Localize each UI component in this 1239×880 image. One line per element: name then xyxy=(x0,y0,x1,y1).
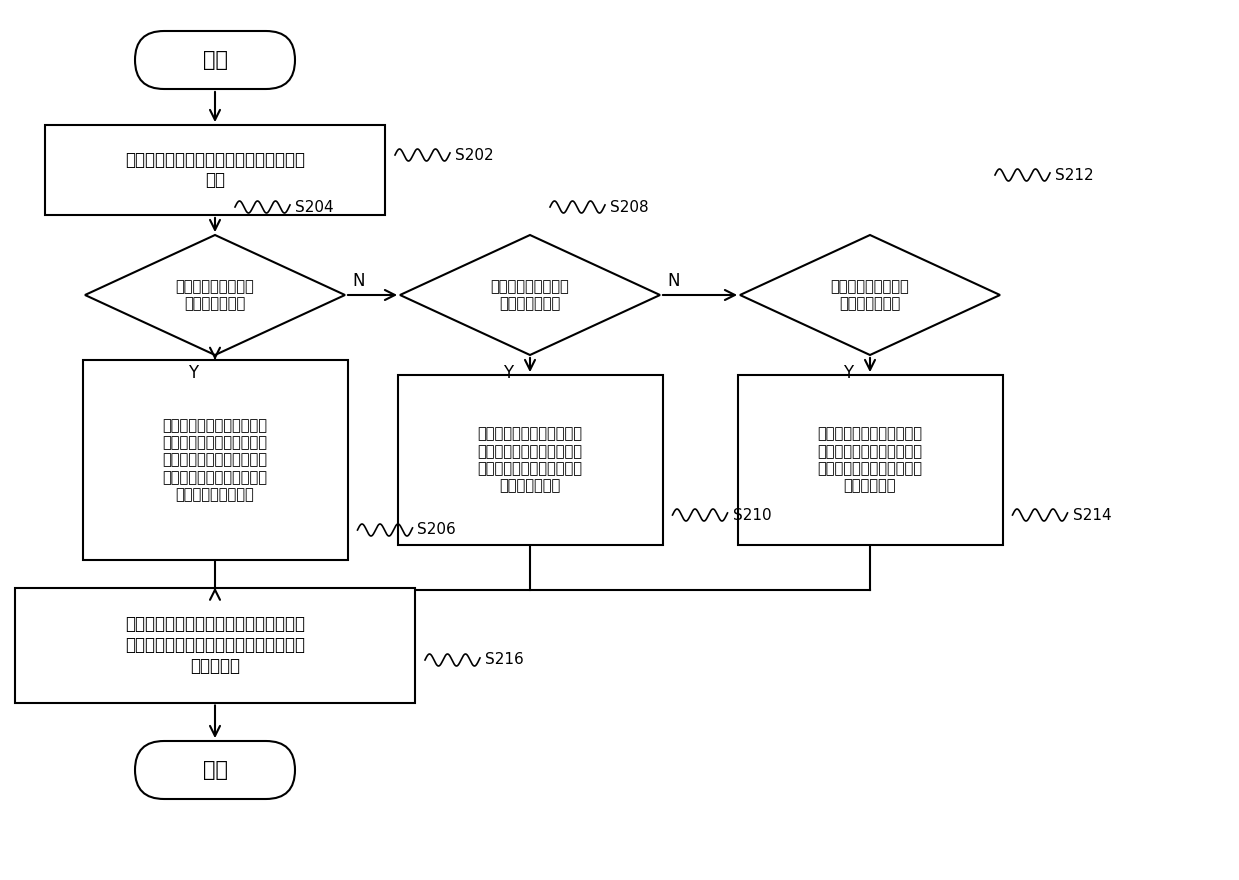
Text: S202: S202 xyxy=(455,148,493,163)
Text: 计算新风机的室内换热器的
出口处温度与新风机的回风
温度的修正值的差值，差值
为当前过热度: 计算新风机的室内换热器的 出口处温度与新风机的回风 温度的修正值的差值，差值 为… xyxy=(818,427,923,494)
Bar xyxy=(15,588,415,702)
Text: 接收制冷开机指令后，获取新风机的回风
温度: 接收制冷开机指令后，获取新风机的回风 温度 xyxy=(125,150,305,189)
Text: S212: S212 xyxy=(1054,167,1094,182)
Text: 根据当前过热度与目标过热度的差值计算
出阀体的调整开度，并根据调整开度对阀
体进行控制: 根据当前过热度与目标过热度的差值计算 出阀体的调整开度，并根据调整开度对阀 体进… xyxy=(125,615,305,675)
Bar xyxy=(737,375,1002,545)
Text: 判断回风温度是否处
于第一温度区间: 判断回风温度是否处 于第一温度区间 xyxy=(176,279,254,312)
Bar xyxy=(83,360,347,560)
Text: S206: S206 xyxy=(418,523,456,538)
Text: S216: S216 xyxy=(484,652,524,668)
Text: N: N xyxy=(668,272,680,290)
FancyBboxPatch shape xyxy=(135,741,295,799)
Polygon shape xyxy=(85,235,344,355)
Text: S210: S210 xyxy=(732,508,771,523)
Polygon shape xyxy=(400,235,660,355)
FancyBboxPatch shape xyxy=(135,31,295,89)
Text: Y: Y xyxy=(843,364,854,382)
Text: 判断回风温度是否处
于第二温度区间: 判断回风温度是否处 于第二温度区间 xyxy=(491,279,570,312)
Text: 计算新风机的室内换热器的
出口处的制冷剂温度与入口
处的制冷剂温度的差值，差
值为当前过热度: 计算新风机的室内换热器的 出口处的制冷剂温度与入口 处的制冷剂温度的差值，差 值… xyxy=(477,427,582,494)
Text: 开始: 开始 xyxy=(202,50,228,70)
Text: Y: Y xyxy=(188,364,198,382)
Text: Y: Y xyxy=(503,364,513,382)
Text: S214: S214 xyxy=(1073,508,1111,523)
Text: S208: S208 xyxy=(610,200,649,215)
Text: S204: S204 xyxy=(295,200,333,215)
Text: N: N xyxy=(353,272,366,290)
Bar xyxy=(45,125,385,215)
Bar xyxy=(398,375,663,545)
Polygon shape xyxy=(740,235,1000,355)
Text: 判断回风温度是否处
于第三温度区间: 判断回风温度是否处 于第三温度区间 xyxy=(830,279,909,312)
Text: 计算多联机的多个室内机的
换热器出口处的制冷剂平均
温度与新风机的室内换热器
入口处的制冷剂温度的差值
，差值为当前过热度: 计算多联机的多个室内机的 换热器出口处的制冷剂平均 温度与新风机的室内换热器 入… xyxy=(162,418,268,502)
Text: 结束: 结束 xyxy=(202,760,228,780)
